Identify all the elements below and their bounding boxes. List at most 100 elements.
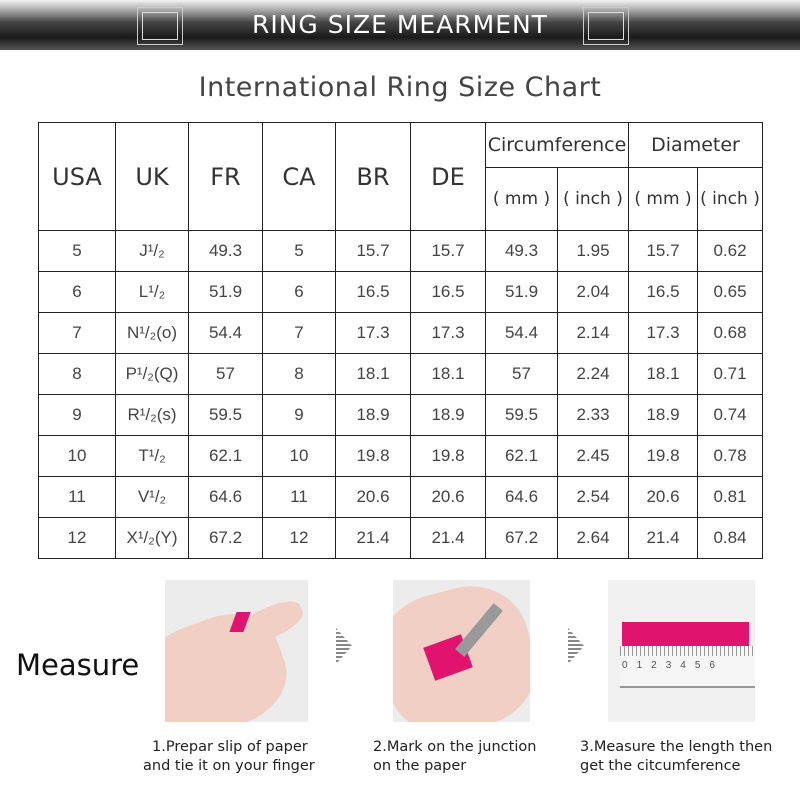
table-row: 11 V¹/₂ 64.6 11 20.6 20.6 64.6 2.54 20.6 0.81 <box>38 476 763 518</box>
cell-usa: 7 <box>38 312 116 354</box>
table-row: 7 N¹/₂(o) 54.4 7 17.3 17.3 54.4 2.14 17.3 0.68 <box>38 312 763 354</box>
cell-circumference-inch: 2.04 <box>557 271 629 313</box>
header-row: USA UK FR CA BR DE Circumference Diamete… <box>38 122 763 231</box>
cell-usa: 5 <box>38 230 116 272</box>
banner-title: RING SIZE MEARMENT <box>251 10 549 39</box>
cell-diameter-mm: 16.5 <box>628 271 698 313</box>
cell-circumference-mm: 57 <box>485 353 558 395</box>
cell-fr: 51.9 <box>188 271 263 313</box>
cell-uk: L¹/₂ <box>115 271 189 313</box>
cell-uk: V¹/₂ <box>115 476 189 518</box>
caption-line: get the citcumference <box>580 758 741 774</box>
cell-br: 17.3 <box>335 312 411 354</box>
cell-circumference-mm: 49.3 <box>485 230 558 272</box>
paper-strip <box>622 622 749 648</box>
step2-caption: 2.Mark on the junction on the paper <box>373 738 536 776</box>
cell-br: 16.5 <box>335 271 411 313</box>
cell-usa: 10 <box>38 435 116 477</box>
cell-ca: 6 <box>262 271 336 313</box>
cell-circumference-mm: 51.9 <box>485 271 558 313</box>
ruler-tick: 3 <box>665 660 672 671</box>
unit-diameter-mm: ( mm ) <box>628 167 698 231</box>
cell-fr: 59.5 <box>188 394 263 436</box>
caption-line: 2.Mark on the junction <box>373 739 537 755</box>
cell-fr: 54.4 <box>188 312 263 354</box>
table-row: 8 P¹/₂(Q) 57 8 18.1 18.1 57 2.24 18.1 0.71 <box>38 353 763 395</box>
cell-circumference-inch: 2.24 <box>557 353 629 395</box>
cell-usa: 9 <box>38 394 116 436</box>
cell-ca: 9 <box>262 394 336 436</box>
cell-br: 18.9 <box>335 394 411 436</box>
step1-photo <box>165 580 308 722</box>
cell-br: 19.8 <box>335 435 411 477</box>
cell-de: 21.4 <box>410 517 486 559</box>
cell-circumference-inch: 2.64 <box>557 517 629 559</box>
decorative-frame-icon <box>583 7 629 45</box>
cell-diameter-mm: 21.4 <box>628 517 698 559</box>
measure-label: Measure <box>16 648 140 682</box>
cell-circumference-inch: 2.54 <box>557 476 629 518</box>
cell-fr: 62.1 <box>188 435 263 477</box>
cell-diameter-mm: 20.6 <box>628 476 698 518</box>
cell-ca: 7 <box>262 312 336 354</box>
cell-de: 19.8 <box>410 435 486 477</box>
step3-caption: 3.Measure the length then get the citcum… <box>580 738 772 776</box>
cell-uk: R¹/₂(s) <box>115 394 189 436</box>
cell-usa: 11 <box>38 476 116 518</box>
cell-circumference-mm: 54.4 <box>485 312 558 354</box>
cell-fr: 67.2 <box>188 517 263 559</box>
table-row: 12 X¹/₂(Y) 67.2 12 21.4 21.4 67.2 2.64 21.4 0.84 <box>38 517 763 559</box>
table-row: 9 R¹/₂(s) 59.5 9 18.9 18.9 59.5 2.33 18.9 0.74 <box>38 394 763 436</box>
cell-br: 18.1 <box>335 353 411 395</box>
header-uk: UK <box>115 122 189 231</box>
cell-diameter-mm: 19.8 <box>628 435 698 477</box>
cell-diameter-mm: 18.9 <box>628 394 698 436</box>
chart-title: International Ring Size Chart <box>198 72 602 103</box>
cell-circumference-mm: 59.5 <box>485 394 558 436</box>
cell-de: 20.6 <box>410 476 486 518</box>
header-fr: FR <box>188 122 263 231</box>
header-br: BR <box>335 122 411 231</box>
cell-diameter-mm: 18.1 <box>628 353 698 395</box>
cell-ca: 11 <box>262 476 336 518</box>
units-row: ( mm ) ( inch ) ( mm ) ( inch ) <box>39 167 763 231</box>
cell-de: 18.1 <box>410 353 486 395</box>
cell-de: 16.5 <box>410 271 486 313</box>
cell-diameter-inch: 0.74 <box>697 394 763 436</box>
cell-fr: 57 <box>188 353 263 395</box>
table-row: 5 J¹/₂ 49.3 5 15.7 15.7 49.3 1.95 15.7 0.62 <box>38 230 763 272</box>
cell-br: 21.4 <box>335 517 411 559</box>
cell-diameter-mm: 15.7 <box>628 230 698 272</box>
cell-circumference-inch: 2.45 <box>557 435 629 477</box>
step1-caption: 1.Prepar slip of paper and tie it on you… <box>143 738 315 776</box>
ruler-tick: 5 <box>694 660 701 671</box>
cell-circumference-inch: 2.14 <box>557 312 629 354</box>
arrow-right-icon <box>336 628 352 664</box>
cell-diameter-inch: 0.68 <box>697 312 763 354</box>
unit-circumference-inch: ( inch ) <box>557 167 629 231</box>
ruler-tick: 1 <box>636 660 643 671</box>
cell-fr: 49.3 <box>188 230 263 272</box>
ruler-tick: 4 <box>680 660 686 671</box>
cell-circumference-mm: 64.6 <box>485 476 558 518</box>
cell-diameter-inch: 0.78 <box>697 435 763 477</box>
cell-circumference-inch: 1.95 <box>557 230 629 272</box>
table-row: 10 T¹/₂ 62.1 10 19.8 19.8 62.1 2.45 19.8 0.78 <box>38 435 763 477</box>
cell-usa: 12 <box>38 517 116 559</box>
cell-circumference-mm: 62.1 <box>485 435 558 477</box>
header-ca: CA <box>262 122 336 231</box>
cell-diameter-inch: 0.65 <box>697 271 763 313</box>
cell-fr: 64.6 <box>188 476 263 518</box>
caption-line: on the paper <box>373 758 467 774</box>
cell-br: 15.7 <box>335 230 411 272</box>
cell-de: 17.3 <box>410 312 486 354</box>
cell-diameter-inch: 0.81 <box>697 476 763 518</box>
header-usa: USA <box>38 122 116 231</box>
title-banner: RING SIZE MEARMENT <box>0 0 800 50</box>
unit-circumference-mm: ( mm ) <box>485 167 558 231</box>
cell-diameter-mm: 17.3 <box>628 312 698 354</box>
ruler-tick: 0 <box>622 660 628 671</box>
cell-usa: 8 <box>38 353 116 395</box>
ruler-tick: 2 <box>651 660 657 671</box>
caption-line: 1.Prepar slip of paper <box>152 739 308 755</box>
